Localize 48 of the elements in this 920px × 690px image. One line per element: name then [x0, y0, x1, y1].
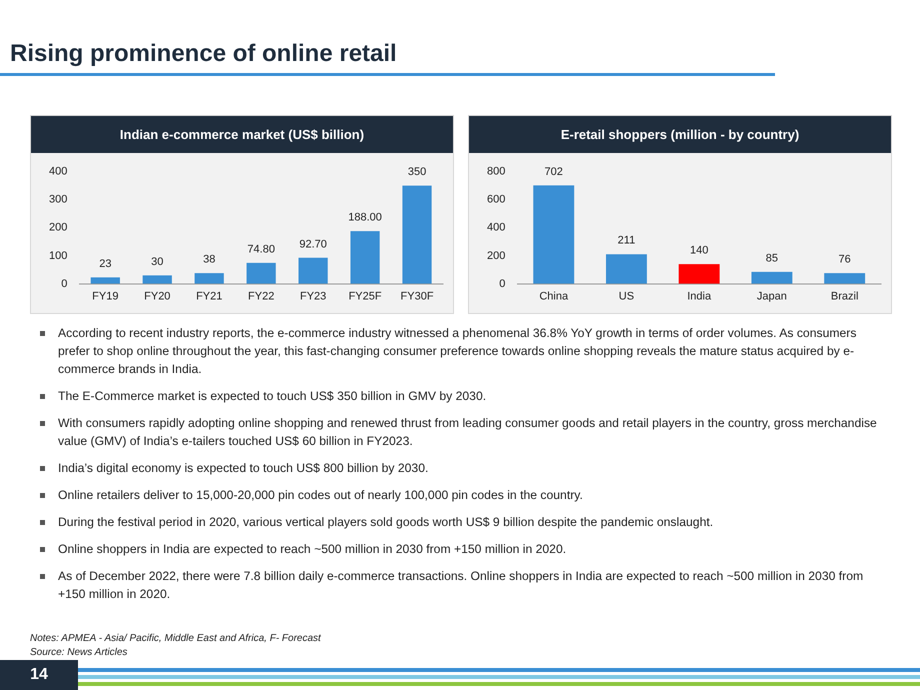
x-tick-label: FY30F — [400, 290, 434, 302]
y-tick-label: 0 — [499, 278, 506, 290]
text: Rising prominence of online retail — [10, 40, 397, 68]
x-tick-label: FY20 — [144, 290, 170, 302]
data-label: 188.00 — [348, 212, 382, 224]
x-tick-label: FY22 — [248, 290, 274, 302]
data-label: 350 — [408, 166, 426, 178]
data-label: 85 — [766, 252, 778, 264]
data-label: 92.70 — [299, 238, 327, 250]
x-tick-label: Japan — [756, 290, 787, 302]
source-note: Source: News Articles — [30, 646, 128, 660]
y-tick-label: 100 — [48, 250, 68, 262]
text: As of December 2022, there were 7.8 billion daily e-commerce transactions. Online shoppers in India are expected to reach ~500 million in 2030 from +150 million in 2020. — [58, 567, 882, 603]
x-tick-label: US — [618, 290, 634, 302]
x-tick-label: China — [539, 290, 569, 302]
y-tick-label: 600 — [486, 194, 506, 206]
data-label: 74.80 — [247, 243, 275, 256]
text: During the festival period in 2020, various vertical players sold goods worth US$ 9 billion despite the pandemic onslaught. — [58, 513, 882, 531]
data-label: 23 — [99, 258, 112, 270]
y-tick-label: 0 — [61, 278, 68, 290]
x-tick-label: FY23 — [300, 290, 326, 302]
text: Online retailers deliver to 15,000-20,000 pin codes out of nearly 100,000 pin codes in the country. — [58, 486, 882, 504]
data-label: 30 — [151, 256, 164, 268]
text: Online shoppers in India are expected to reach ~500 million in 2030 from +150 million in 2020. — [58, 540, 882, 558]
data-label: 702 — [544, 166, 563, 178]
x-tick-label: India — [687, 290, 712, 302]
y-tick-label: 200 — [486, 250, 506, 262]
y-tick-label: 400 — [486, 222, 506, 234]
text: Notes: APMEA - Asia/ Pacific, Middle East and Africa, F- Forecast — [30, 632, 321, 646]
y-tick-label: 400 — [48, 166, 68, 178]
y-tick-label: 200 — [48, 222, 68, 234]
data-label: 76 — [838, 254, 851, 266]
text: According to recent industry reports, the e-commerce industry witnessed a phenomenal 36.8% YoY growth in terms of order volumes. As consumers prefer to shop online throughout the year, this fast-changing consumer preference towards online shopping reveals the mature status acquired by e-commerce brands in India. — [58, 324, 882, 378]
chart-title: Indian e-commerce market (US$ billion) — [31, 116, 453, 153]
data-label: 38 — [203, 254, 216, 266]
chart-title: E-retail shoppers (million - by country) — [469, 116, 891, 153]
y-tick-label: 800 — [486, 166, 506, 178]
text: India’s digital economy is expected to touch US$ 800 billion by 2030. — [58, 459, 882, 477]
x-tick-label: FY21 — [196, 290, 222, 302]
x-tick-label: FY19 — [92, 290, 118, 302]
text: With consumers rapidly adopting online shopping and renewed thrust from leading consumer goods and retail players in the country, gross merchandise value (GMV) of India’s e-tailers touched US$ 60 billion in FY2023. — [58, 414, 882, 450]
x-tick-label: Brazil — [830, 290, 858, 302]
x-tick-label: FY25F — [348, 290, 382, 302]
text: 14 — [0, 660, 78, 690]
y-tick-label: 300 — [48, 194, 68, 206]
data-label: 140 — [690, 244, 708, 257]
data-label: 211 — [618, 234, 636, 247]
text: The E-Commerce market is expected to touch US$ 350 billion in GMV by 2030. — [58, 387, 882, 405]
